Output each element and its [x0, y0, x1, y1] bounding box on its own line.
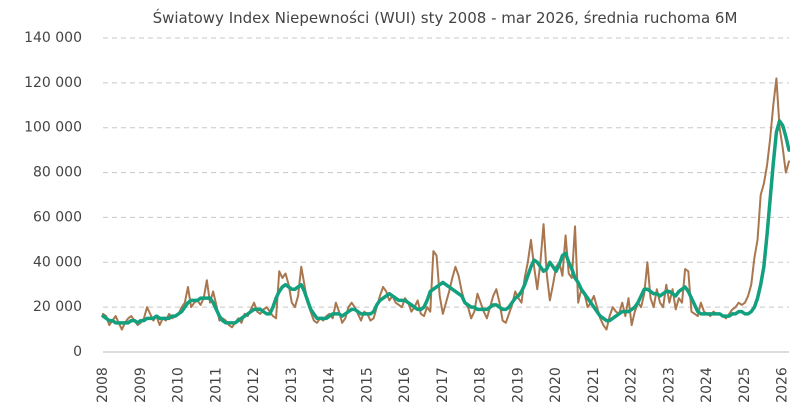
- y-tick-label: 100 000: [24, 120, 82, 136]
- x-tick-label: 2010: [171, 367, 187, 403]
- y-tick-label: 20 000: [33, 299, 82, 315]
- y-tick-label: 40 000: [33, 254, 82, 270]
- x-tick-label: 2012: [246, 367, 262, 403]
- y-tick-label: 140 000: [24, 30, 82, 46]
- y-tick-label: 80 000: [33, 165, 82, 181]
- x-tick-label: 2026: [775, 367, 790, 403]
- x-tick-label: 2024: [699, 367, 715, 403]
- y-tick-label: 60 000: [33, 209, 82, 225]
- x-tick-label: 2011: [208, 367, 224, 403]
- x-tick-label: 2025: [737, 367, 753, 403]
- x-tick-label: 2019: [510, 367, 526, 403]
- x-tick-label: 2023: [661, 367, 677, 403]
- line-series: [101, 119, 790, 325]
- chart-title: Światowy Index Niepewności (WUI) sty 200…: [152, 9, 738, 27]
- x-tick-label: 2013: [284, 367, 300, 403]
- x-tick-label: 2015: [359, 367, 375, 403]
- x-tick-label: 2018: [473, 367, 489, 403]
- x-tick-label: 2014: [322, 367, 338, 403]
- x-tick-label: 2009: [133, 367, 149, 403]
- x-tick-label: 2020: [548, 367, 564, 403]
- x-tick-label: 2008: [95, 367, 111, 403]
- x-tick-label: 2016: [397, 367, 413, 403]
- x-tick-label: 2021: [586, 367, 602, 403]
- x-tick-label: 2022: [624, 367, 640, 403]
- line-series: [102, 77, 790, 331]
- y-tick-label: 120 000: [24, 75, 82, 91]
- x-tick-label: 2017: [435, 367, 451, 403]
- y-tick-label: 0: [73, 344, 82, 360]
